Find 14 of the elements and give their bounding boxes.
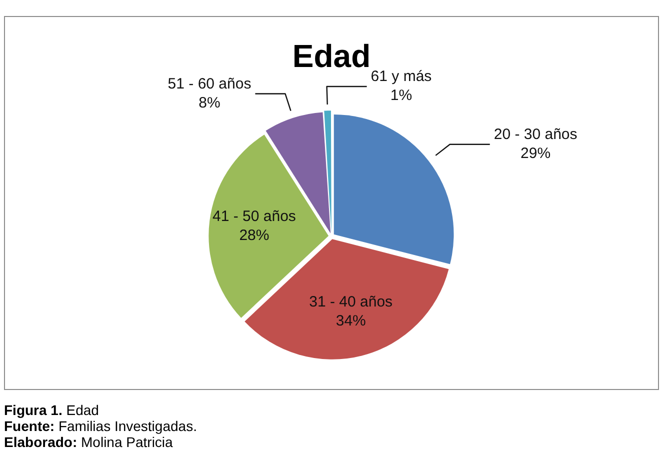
slice-label: 31 - 40 años (309, 293, 393, 310)
data-label: 1% (390, 87, 412, 104)
source-note: Fuente: Familias Investigadas. (4, 418, 197, 434)
text: Elaborado: Molina Patricia (4, 434, 173, 450)
slice-label: 51 - 60 años (168, 75, 252, 92)
slice-label: 61 y más (370, 68, 432, 86)
data-label: 29% (520, 145, 551, 162)
data-label: 34% (336, 312, 366, 330)
chart-title: Edad (292, 38, 371, 74)
slice-label: 41 - 50 años (212, 208, 296, 226)
slice-label: 20 - 30 años (494, 126, 578, 144)
data-label: 28% (239, 227, 270, 244)
data-label: 8% (198, 94, 220, 112)
text: Figura 1. Edad (4, 402, 99, 418)
